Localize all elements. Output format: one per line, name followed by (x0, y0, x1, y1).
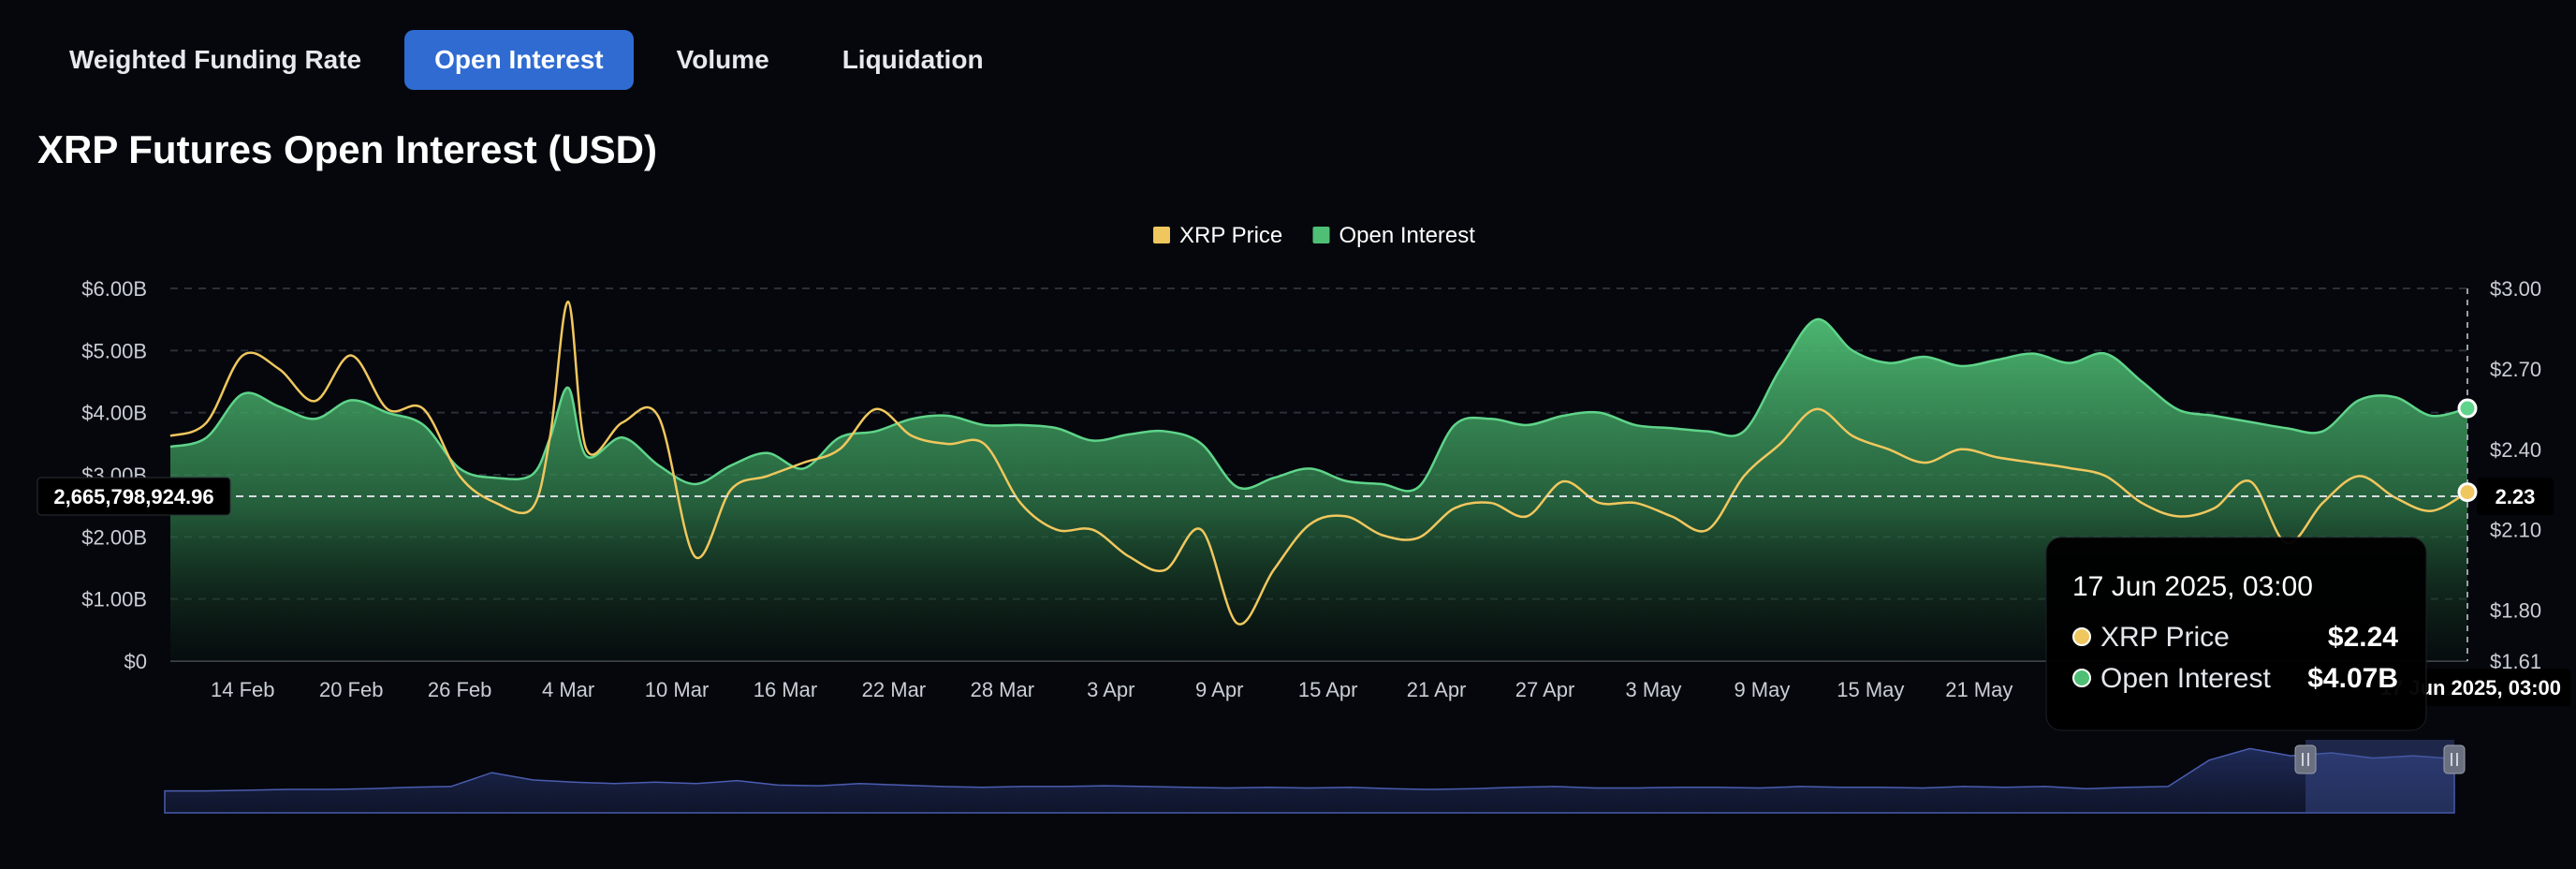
x-tick-label: 9 Apr (1195, 678, 1243, 701)
x-tick-label: 28 Mar (971, 678, 1034, 701)
xrp-price-line (169, 301, 2468, 626)
crosshair: 2,665,798,924.96 2.23 17 Jun 2025, 03:00 (37, 288, 2570, 706)
y-right-tick-label: $2.10 (2490, 519, 2541, 542)
x-tick-label: 21 Apr (1407, 678, 1467, 701)
navigator-handle-left[interactable] (2294, 744, 2317, 774)
y-right-tick-label: $2.70 (2490, 358, 2541, 381)
tab-open-interest[interactable]: Open Interest (404, 30, 634, 90)
x-tick-label: 16 Mar (754, 678, 817, 701)
x-tick-label: 4 Mar (542, 678, 594, 701)
tab-bar: Weighted Funding Rate Open Interest Volume… (39, 30, 1014, 90)
legend-swatch (1153, 227, 1170, 243)
tab-liquidation[interactable]: Liquidation (842, 45, 984, 74)
x-tick-label: 15 May (1837, 678, 1904, 701)
legend-label-xrp-price: XRP Price (1179, 223, 1282, 248)
x-tick-label: 15 Apr (1298, 678, 1358, 701)
axes: $0$1.00B$2.00B$3.00B$4.00B$5.00B$6.00B$1… (81, 277, 2541, 701)
y-left-tick-label: $0 (124, 650, 147, 673)
crosshair-left-value: 2,665,798,924.96 (53, 485, 213, 508)
legend-swatch (1312, 227, 1330, 243)
tooltip-label: XRP Price (2100, 622, 2230, 653)
x-tick-label: 21 May (1945, 678, 2012, 701)
y-left-tick-label: $1.00B (81, 588, 147, 611)
y-right-tick-label: $3.00 (2490, 277, 2541, 301)
tooltip-value: $2.24 (2328, 622, 2398, 653)
crosshair-right-value: 2.23 (2496, 485, 2536, 508)
x-tick-label: 3 Apr (1087, 678, 1134, 701)
crosshair-right-label-box (2477, 478, 2554, 515)
crosshair-x-label-box (2383, 669, 2570, 706)
tooltip-marker (2072, 669, 2091, 687)
y-right-tick-label: $1.80 (2490, 599, 2541, 623)
oi-hover-marker (2457, 398, 2478, 419)
navigator-series (164, 747, 2455, 814)
x-tick-label: 27 Apr (1515, 678, 1575, 701)
tooltip-title: 17 Jun 2025, 03:00 (2072, 571, 2313, 602)
tooltip-value: $4.07B (2307, 663, 2398, 694)
tooltip-label: Open Interest (2100, 663, 2271, 694)
y-left-tick-label: $5.00B (81, 339, 147, 362)
x-tick-label: 26 Feb (428, 678, 492, 701)
tooltip-box (2045, 537, 2427, 731)
y-left-tick-label: $2.00B (81, 525, 147, 549)
navigator-selection (2305, 740, 2454, 813)
price-hover-marker (2457, 482, 2478, 503)
x-tick-label: 22 Mar (862, 678, 926, 701)
y-left-tick-label: $6.00B (81, 277, 147, 301)
tab-weighted-funding-rate[interactable]: Weighted Funding Rate (69, 45, 362, 74)
y-right-tick-label: $2.40 (2490, 438, 2541, 462)
tooltip: 17 Jun 2025, 03:00 XRP Price $2.24 Open Int… (2045, 537, 2427, 731)
tab-volume[interactable]: Volume (676, 45, 769, 74)
x-tick-label: 3 May (1626, 678, 1682, 701)
x-tick-label: 9 May (1734, 678, 1790, 701)
y-left-tick-label: $4.00B (81, 402, 147, 425)
x-tick-label: 20 Feb (319, 678, 384, 701)
legend[interactable]: XRP Price Open Interest (1153, 223, 1475, 248)
page-title: XRP Futures Open Interest (USD) (37, 127, 657, 171)
series-area (169, 301, 2468, 661)
open-interest-area (170, 318, 2467, 661)
navigator[interactable] (164, 740, 2466, 814)
tooltip-marker (2072, 627, 2091, 646)
x-tick-label: 10 Mar (645, 678, 709, 701)
x-tick-label: 14 Feb (211, 678, 275, 701)
navigator-handle-right[interactable] (2443, 744, 2466, 774)
crosshair-left-label-box (37, 477, 231, 516)
legend-label-open-interest: Open Interest (1339, 223, 1476, 248)
